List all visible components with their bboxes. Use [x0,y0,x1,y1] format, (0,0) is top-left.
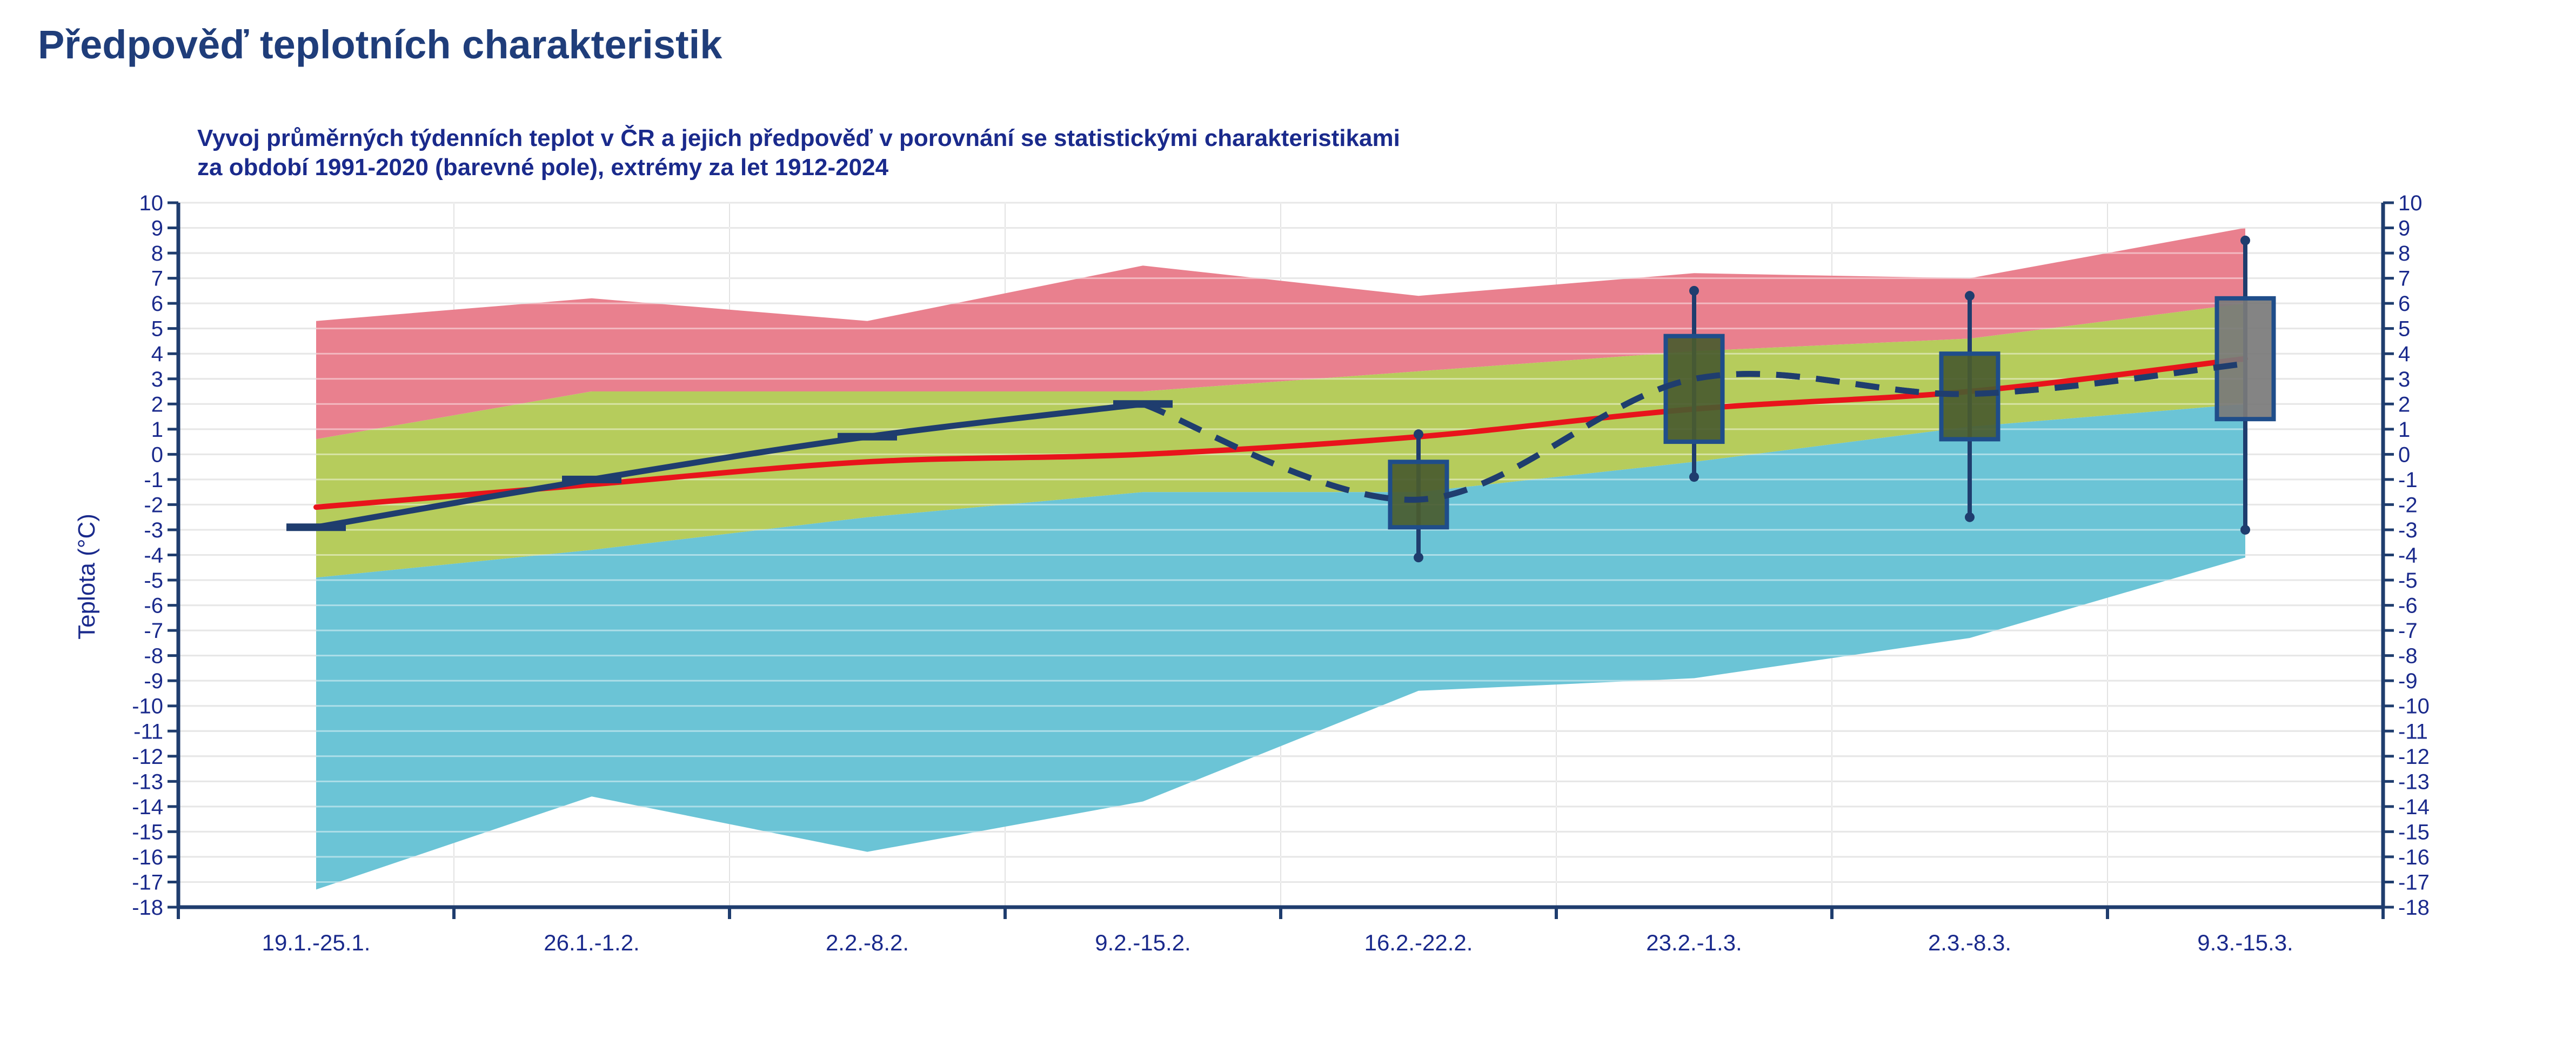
y-tick-label: -14 [2398,795,2430,819]
y-tick-label: -2 [144,493,163,517]
y-tick-label: -1 [144,468,163,492]
y-tick-label: 7 [2398,267,2410,291]
y-tick-label: -15 [2398,820,2430,844]
y-tick-label: -14 [132,795,163,819]
y-axis-right-ticks: 109876543210-1-2-3-4-5-6-7-8-9-10-11-12-… [2383,191,2430,920]
y-tick-label: -2 [2398,493,2418,517]
normal-temperature-line [313,356,2248,510]
y-tick-label: 6 [151,292,163,316]
y-tick-label: -3 [2398,518,2418,542]
page-title: Předpověď teplotních charakteristik [38,22,722,67]
y-tick-label: -16 [132,846,163,869]
y-tick-label: 3 [151,368,163,391]
y-axis-left-ticks: 109876543210-1-2-3-4-5-6-7-8-9-10-11-12-… [132,191,178,920]
x-tick-label: 2.2.-8.2. [826,930,909,955]
y-tick-label: 9 [151,217,163,241]
y-tick-label: 8 [2398,242,2410,265]
y-tick-label: 3 [2398,368,2410,391]
forecast-box [1388,460,1449,530]
y-tick-label: 1 [2398,418,2410,442]
y-tick-label: 0 [151,443,163,467]
observed-temperature-line [313,401,1146,530]
y-tick-label: 6 [2398,292,2410,316]
y-tick-label: 10 [2398,191,2423,215]
y-tick-label: -6 [2398,594,2418,618]
y-tick-label: 4 [2398,342,2410,366]
band-normal [316,303,2245,578]
y-tick-label: -18 [132,896,163,920]
forecast-box [2214,296,2276,422]
y-tick-label: -15 [132,820,163,844]
whisker-max-point [1689,285,1699,296]
chart-title: Vyvoj průměrných týdenních teplot v ČR a… [197,124,1400,151]
y-tick-label: 2 [2398,392,2410,416]
forecast-box [1663,334,1725,444]
y-tick-label: -18 [2398,896,2430,920]
y-tick-label: 1 [151,418,163,442]
whisker-min-point [1965,512,1975,522]
y-tick-label: -7 [2398,619,2418,643]
whisker-min-point [1689,472,1699,482]
x-tick-label: 9.3.-15.3. [2197,930,2293,955]
whisker-max-point [1965,291,1975,301]
y-tick-label: 5 [2398,317,2410,341]
y-tick-label: -6 [144,594,163,618]
chart-subtitle: za období 1991-2020 (barevné pole), extr… [197,154,889,181]
forecast-boxes [1142,235,2276,563]
y-tick-label: 10 [139,191,164,215]
y-tick-label: -13 [2398,770,2430,794]
whisker-max-point [2240,235,2250,245]
x-tick-label: 16.2.-22.2. [1364,930,1473,955]
x-axis-ticks: 19.1.-25.1. 26.1.-1.2. 2.2.-8.2. 9.2.-15.2.… [262,930,2293,955]
y-tick-label: -8 [2398,644,2418,668]
y-tick-label: -9 [2398,669,2418,693]
y-tick-label: 7 [151,267,163,291]
y-tick-label: -12 [132,745,163,769]
y-tick-label: -4 [2398,544,2418,568]
y-tick-label: 8 [151,242,163,265]
y-tick-label: 0 [2398,443,2410,467]
y-tick-label: -13 [132,770,163,794]
y-tick-label: -3 [144,518,163,542]
climate-bands [316,228,2245,890]
y-tick-label: -12 [2398,745,2430,769]
x-tick-label: 9.2.-15.2. [1095,930,1190,955]
y-tick-label: -11 [2398,720,2428,743]
y-tick-label: -9 [144,669,163,693]
whisker-min-point [2240,524,2250,535]
x-tick-label: 2.3.-8.3. [1928,930,2011,955]
y-tick-label: -1 [2398,468,2418,492]
y-tick-label: -10 [132,695,163,718]
whisker-min-point [1414,553,1423,563]
y-tick-label: -4 [144,544,163,568]
y-tick-label: -10 [2398,695,2430,718]
y-tick-label: -17 [132,870,163,894]
x-tick-label: 26.1.-1.2. [544,930,639,955]
band-above-normal [316,228,2245,440]
y-tick-label: -5 [2398,569,2418,593]
y-tick-label: 5 [151,317,163,341]
y-tick-label: -5 [144,569,163,593]
forecast-temperature-line-overlay [1142,361,2246,503]
grid-overlay [178,202,2383,908]
y-axis-label: Teplota (°C) [73,514,100,640]
y-tick-label: -17 [2398,870,2430,894]
band-below-normal [316,404,2245,890]
y-tick-label: 4 [151,342,163,366]
y-tick-label: 9 [2398,217,2410,241]
x-tick-label: 23.2.-1.3. [1646,930,1742,955]
y-tick-label: 2 [151,392,163,416]
x-tick-label: 19.1.-25.1. [262,930,371,955]
y-tick-label: -11 [133,720,163,743]
y-tick-label: -16 [2398,846,2430,869]
whisker-max-point [1414,429,1423,440]
axes [176,203,2385,919]
y-tick-label: -8 [144,644,163,668]
y-tick-label: -7 [144,619,163,643]
